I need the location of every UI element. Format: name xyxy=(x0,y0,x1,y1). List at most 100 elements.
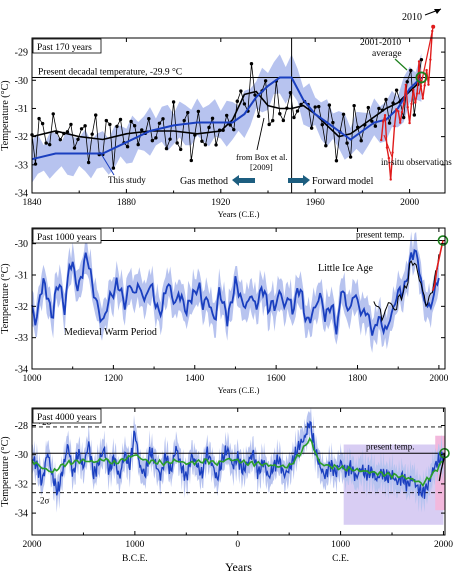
box-annual-point xyxy=(79,127,84,131)
box-annual-point xyxy=(348,155,353,159)
insitu-point xyxy=(406,106,409,109)
x-tick-label: 2000 xyxy=(434,540,453,550)
box-annual-point xyxy=(394,88,399,92)
box-annual-point xyxy=(171,100,176,104)
insitu-point xyxy=(427,83,430,86)
reference-label: present temp. xyxy=(356,230,405,240)
box-annual-point xyxy=(207,125,211,130)
annotation-box-b: [2009] xyxy=(250,162,273,172)
panel-label: Past 1000 years xyxy=(37,233,97,243)
average-arrow xyxy=(394,58,408,71)
box-annual-point xyxy=(345,141,349,145)
y-axis-label: Temperature (°C) xyxy=(0,436,11,506)
insitu-point xyxy=(402,102,406,105)
box-annual-point xyxy=(249,62,254,66)
box-annual-point xyxy=(72,146,77,150)
y-tick-label: -28 xyxy=(15,421,28,432)
insitu-point xyxy=(423,84,426,87)
present-marker xyxy=(437,235,449,246)
box-annual-point xyxy=(118,117,123,122)
era-label-ce: C.E. xyxy=(332,554,349,564)
box-annual-point xyxy=(419,57,424,62)
insitu-point xyxy=(383,114,387,117)
annotation-average-2: average xyxy=(372,49,402,59)
x-tick-label: 1000 xyxy=(331,540,350,550)
box-annual-point xyxy=(256,114,261,118)
box-annual-point xyxy=(168,137,172,141)
plot-frame xyxy=(31,37,446,194)
y-tick-label: -32 xyxy=(15,479,28,490)
x-tick-label: 1880 xyxy=(117,198,136,208)
panel-170yr: Present decadal temperature, -29.9 °C 201… xyxy=(30,8,452,193)
box-annual-point xyxy=(313,105,317,109)
box-annual-point xyxy=(271,118,275,123)
x-tick-label: 2000 xyxy=(400,198,419,208)
insitu-point xyxy=(421,97,425,100)
box-annual-point xyxy=(140,128,144,132)
box-annual-point xyxy=(161,117,165,121)
box-annual-point xyxy=(317,104,321,109)
y-axis-label: Temperature (°C) xyxy=(0,263,11,333)
insitu-point xyxy=(385,146,389,149)
box-annual-point xyxy=(239,89,243,93)
box-annual-point xyxy=(373,124,378,128)
insitu-point xyxy=(425,68,428,72)
study-line xyxy=(31,76,423,161)
insitu-point xyxy=(410,102,413,106)
x-axis-label: Years xyxy=(225,560,252,574)
x-tick-label: 1000 xyxy=(125,540,144,550)
box-annual-point xyxy=(186,110,190,115)
annotation-2010: 2010 xyxy=(402,12,422,23)
box-annual-point xyxy=(90,132,94,136)
annotation-mwp: Medieval Warm Period xyxy=(64,327,157,338)
y-tick-label: -32 xyxy=(15,302,28,313)
insitu-point xyxy=(381,120,385,123)
y-tick-label: -33 xyxy=(15,160,28,171)
box-annual-point xyxy=(125,145,130,149)
box-annual-point xyxy=(178,147,183,152)
box-annual-point xyxy=(235,99,240,103)
box-annual-point xyxy=(111,166,116,170)
insitu-point xyxy=(415,92,419,95)
panel-label-frame xyxy=(32,408,102,424)
box-annual-point xyxy=(154,136,158,140)
insitu-line xyxy=(380,31,433,180)
box-annual-point xyxy=(157,121,162,125)
insitu-point xyxy=(389,178,392,181)
box-annual-point xyxy=(281,118,286,123)
era-label-bce: B.C.E. xyxy=(122,554,148,564)
box-annual-point xyxy=(203,143,208,147)
box-annual-point xyxy=(331,120,335,125)
x-tick-label: 2000 xyxy=(23,540,42,550)
box-annual-point xyxy=(320,122,324,127)
forward-arrow xyxy=(288,175,310,186)
box-annual-point xyxy=(200,139,204,143)
annotation-box-a: from Box et al. xyxy=(236,152,287,162)
box-annual-point xyxy=(405,80,409,84)
box-annual-point xyxy=(377,106,381,111)
x-tick-label: 1000 xyxy=(23,374,42,384)
insitu-point xyxy=(400,110,404,114)
x-tick-label: 1800 xyxy=(348,374,367,384)
box-annual-point xyxy=(359,138,363,143)
box-annual-point xyxy=(370,119,374,123)
gas-arrow xyxy=(232,175,255,186)
box-annual-point xyxy=(334,159,339,163)
panel-1000yr: present temp. Little Ice Age Medieval Warm… xyxy=(31,230,449,353)
box-annual-point xyxy=(175,141,179,145)
insitu-point xyxy=(387,156,391,160)
average-marker xyxy=(415,71,428,84)
insitu-2010-point xyxy=(431,24,436,29)
study-pointer xyxy=(99,151,115,176)
box-annual-point xyxy=(164,146,169,151)
box-annual-point xyxy=(409,68,413,73)
smoothed-line xyxy=(31,436,444,488)
box-annual-point xyxy=(228,123,232,127)
y-tick-label: -31 xyxy=(15,271,28,282)
box-annual-point xyxy=(214,143,218,147)
box-annual-point xyxy=(292,115,296,120)
box-annual-point xyxy=(129,119,133,124)
box-annual-point xyxy=(352,103,356,108)
panel-label: Past 170 years xyxy=(37,43,92,53)
